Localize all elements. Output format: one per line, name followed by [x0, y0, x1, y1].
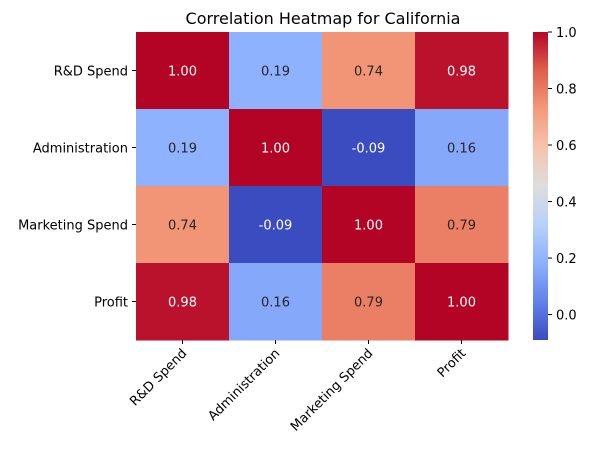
heatmap-cell [136, 263, 230, 341]
heatmap-cell [322, 32, 416, 110]
heatmap-cell [322, 109, 416, 187]
heatmap-cell-labels: 1.00 0.19 0.74 0.98 0.19 1.00 -0.09 0.16 0.74 -0.… [168, 65, 476, 311]
heatmap-cell [415, 109, 509, 187]
x-tick-label: Marketing Spend [288, 346, 376, 434]
colorbar-tick-labels: 0.0 0.2 0.4 0.6 0.8 1.0 [548, 26, 577, 324]
heatmap-cell [136, 109, 230, 187]
colorbar-tick-label: 0.6 [556, 139, 577, 154]
cell-value-label: 1.00 [261, 142, 290, 157]
heatmap-cell [415, 186, 509, 264]
heatmap-cell [415, 263, 509, 341]
cell-value-label: 0.19 [168, 142, 197, 157]
chart-title: Correlation Heatmap for California [186, 9, 461, 28]
heatmap-cell [136, 186, 230, 264]
y-tick-label: Profit [94, 296, 128, 311]
heatmap-cell [322, 186, 416, 264]
cell-value-label: 0.79 [354, 296, 383, 311]
cell-value-label: -0.09 [352, 142, 386, 157]
heatmap-cell [229, 109, 323, 187]
heatmap-cell [136, 32, 230, 110]
cell-value-label: 0.98 [168, 296, 197, 311]
cell-value-label: 0.16 [447, 142, 476, 157]
cell-value-label: 1.00 [354, 219, 383, 234]
colorbar-tick-label: 0.8 [556, 83, 577, 98]
heatmap-cells [136, 32, 509, 341]
colorbar-tick-label: 0.2 [556, 252, 577, 267]
heatmap-cell [322, 263, 416, 341]
y-axis-tick-labels: R&D Spend Administration Marketing Spend Pr… [18, 65, 136, 311]
cell-value-label: 1.00 [168, 65, 197, 80]
heatmap-cell [415, 32, 509, 110]
x-tick-label: R&D Spend [127, 346, 190, 409]
x-axis-tick-labels: R&D Spend Administration Marketing Spend Pr… [127, 340, 469, 435]
cell-value-label: 0.74 [354, 65, 383, 80]
colorbar-tick-label: 0.0 [556, 309, 577, 324]
y-tick-label: Marketing Spend [18, 219, 128, 234]
cell-value-label: 1.00 [447, 296, 476, 311]
colorbar [533, 32, 548, 340]
cell-value-label: 0.79 [447, 219, 476, 234]
y-tick-label: R&D Spend [54, 65, 128, 80]
colorbar-tick-label: 0.4 [556, 196, 577, 211]
cell-value-label: 0.98 [447, 65, 476, 80]
heatmap-cell [229, 32, 323, 110]
heatmap-cell [229, 186, 323, 264]
cell-value-label: -0.09 [259, 219, 293, 234]
cell-value-label: 0.19 [261, 65, 290, 80]
cell-value-label: 0.16 [261, 296, 290, 311]
cell-value-label: 0.74 [168, 219, 197, 234]
heatmap-cell [229, 263, 323, 341]
colorbar-tick-label: 1.0 [556, 26, 577, 41]
x-tick-label: Profit [435, 346, 470, 381]
y-tick-label: Administration [33, 142, 128, 157]
x-tick-label: Administration [205, 346, 283, 424]
